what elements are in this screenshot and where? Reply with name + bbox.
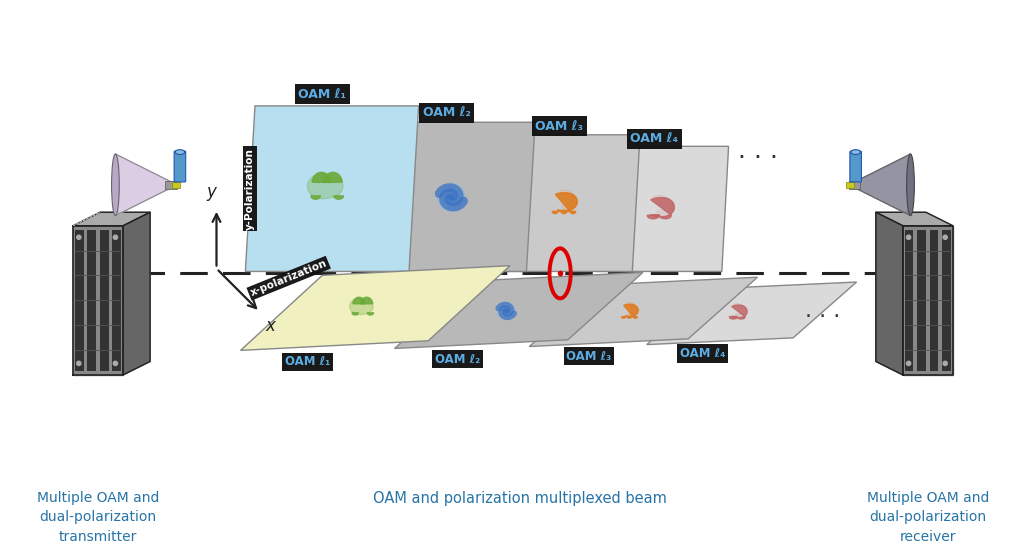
- Polygon shape: [368, 313, 374, 315]
- Polygon shape: [246, 106, 419, 272]
- Polygon shape: [876, 213, 953, 226]
- Text: · · ·: · · ·: [805, 307, 841, 327]
- Ellipse shape: [112, 154, 119, 216]
- Text: OAM ℓ₃: OAM ℓ₃: [566, 349, 611, 363]
- Bar: [87, 230, 96, 371]
- Circle shape: [906, 361, 910, 365]
- Circle shape: [943, 235, 947, 240]
- Bar: [846, 182, 854, 188]
- Polygon shape: [855, 154, 910, 216]
- Polygon shape: [350, 298, 373, 315]
- Ellipse shape: [906, 154, 914, 216]
- Polygon shape: [123, 213, 151, 375]
- Polygon shape: [647, 282, 857, 344]
- Bar: [930, 230, 938, 371]
- Circle shape: [449, 195, 454, 200]
- Text: OAM ℓ₂: OAM ℓ₂: [434, 353, 480, 365]
- Text: · · ·: · · ·: [738, 146, 778, 170]
- Text: OAM and polarization multiplexed beam: OAM and polarization multiplexed beam: [373, 491, 667, 506]
- Polygon shape: [729, 305, 748, 319]
- Bar: [918, 230, 926, 371]
- Circle shape: [77, 235, 81, 240]
- Bar: [849, 181, 860, 189]
- Circle shape: [77, 361, 81, 365]
- FancyBboxPatch shape: [850, 151, 861, 182]
- Bar: [172, 182, 180, 188]
- Polygon shape: [352, 313, 358, 315]
- Polygon shape: [552, 193, 578, 214]
- Text: $y$: $y$: [207, 185, 219, 203]
- Polygon shape: [73, 213, 151, 226]
- Circle shape: [906, 235, 910, 240]
- Polygon shape: [353, 297, 366, 304]
- Polygon shape: [324, 172, 342, 182]
- Polygon shape: [116, 154, 171, 216]
- Polygon shape: [903, 226, 953, 375]
- Text: OAM ℓ₁: OAM ℓ₁: [298, 88, 346, 101]
- Bar: [904, 230, 913, 371]
- Polygon shape: [394, 272, 643, 348]
- Ellipse shape: [175, 150, 184, 155]
- Polygon shape: [311, 196, 321, 199]
- Circle shape: [943, 361, 947, 365]
- Polygon shape: [377, 122, 536, 272]
- Bar: [75, 230, 84, 371]
- Circle shape: [505, 309, 508, 312]
- Polygon shape: [622, 304, 638, 319]
- Text: Multiple OAM and
dual-polarization
transmitter: Multiple OAM and dual-polarization trans…: [37, 491, 160, 544]
- Polygon shape: [360, 297, 373, 304]
- Polygon shape: [73, 226, 123, 375]
- Text: OAM ℓ₄: OAM ℓ₄: [680, 347, 725, 360]
- Polygon shape: [529, 277, 758, 347]
- Bar: [100, 230, 109, 371]
- Bar: [113, 230, 121, 371]
- Polygon shape: [307, 174, 343, 199]
- Text: y-Polarization: y-Polarization: [245, 148, 255, 230]
- Text: OAM ℓ₂: OAM ℓ₂: [423, 106, 470, 119]
- Polygon shape: [647, 198, 675, 219]
- Polygon shape: [496, 135, 640, 272]
- Bar: [942, 230, 951, 371]
- Polygon shape: [334, 196, 343, 199]
- Polygon shape: [876, 213, 903, 375]
- Bar: [166, 181, 177, 189]
- Text: $x$: $x$: [264, 317, 278, 335]
- Circle shape: [437, 183, 466, 211]
- Polygon shape: [597, 146, 729, 272]
- Text: OAM ℓ₄: OAM ℓ₄: [631, 132, 679, 145]
- Polygon shape: [241, 266, 510, 351]
- Text: Multiple OAM and
dual-polarization
receiver: Multiple OAM and dual-polarization recei…: [866, 491, 989, 544]
- Ellipse shape: [851, 150, 860, 155]
- Text: x-polarization: x-polarization: [249, 258, 329, 298]
- Text: OAM ℓ₃: OAM ℓ₃: [536, 120, 583, 132]
- Circle shape: [114, 361, 118, 365]
- Text: OAM ℓ₁: OAM ℓ₁: [286, 355, 331, 368]
- FancyBboxPatch shape: [174, 151, 185, 182]
- Circle shape: [497, 302, 515, 320]
- Polygon shape: [312, 172, 331, 182]
- Circle shape: [114, 235, 118, 240]
